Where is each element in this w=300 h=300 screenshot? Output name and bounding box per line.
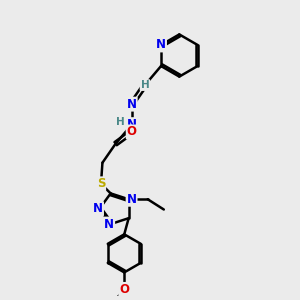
Text: N: N — [156, 38, 166, 52]
Text: O: O — [119, 283, 129, 296]
Text: O: O — [127, 125, 137, 139]
Text: N: N — [127, 98, 137, 111]
Text: H: H — [140, 80, 149, 90]
Text: N: N — [93, 202, 103, 215]
Text: N: N — [104, 218, 114, 230]
Text: H: H — [116, 117, 125, 127]
Text: S: S — [97, 177, 105, 190]
Text: N: N — [127, 118, 137, 131]
Text: N: N — [127, 193, 136, 206]
